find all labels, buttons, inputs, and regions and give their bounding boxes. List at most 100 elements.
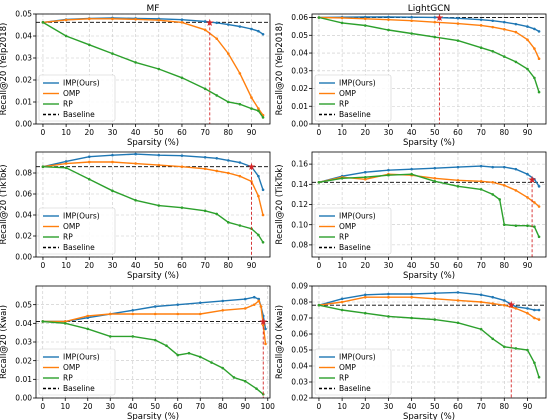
series-point [180, 21, 184, 24]
legend-entry: IMP(Ours) [63, 212, 100, 221]
series-point [203, 87, 207, 91]
series-point [203, 167, 207, 171]
legend-entry: RP [63, 100, 73, 109]
chart-title: MF [147, 4, 160, 14]
series-point [340, 308, 344, 312]
x-tick-label: 20 [83, 402, 93, 411]
series-point [238, 224, 242, 227]
series-point [537, 235, 541, 239]
series-point [203, 209, 207, 213]
series-point [261, 213, 265, 217]
x-axis-label: Sparsity (%) [403, 412, 455, 420]
series-point [526, 196, 529, 199]
y-tick-label: 0.10 [291, 220, 308, 229]
series-point [243, 297, 247, 301]
chart-panel-2: ★ 0 10 20 30 40 50 60 70 80 90 0.00 0.01 0.02 0.03 0.04… [275, 4, 547, 148]
x-tick-label: 30 [105, 402, 115, 411]
series-point [537, 318, 541, 321]
series-point [410, 292, 413, 296]
series-point [533, 47, 536, 50]
series-point [502, 299, 506, 302]
series-point [261, 32, 265, 36]
y-tick-label: 0.02 [291, 394, 308, 403]
x-tick-label: 60 [453, 261, 463, 270]
series-point [257, 233, 260, 237]
series-point [491, 193, 495, 196]
series-point [41, 165, 45, 168]
series-point [108, 335, 112, 338]
series-line-rp [318, 16, 540, 93]
series-point [363, 295, 367, 299]
series-point [157, 153, 161, 157]
series-point [340, 297, 344, 301]
series-point [410, 32, 413, 35]
x-tick-label: 20 [361, 261, 371, 270]
series-point [215, 169, 219, 173]
series-line-rp [318, 304, 540, 378]
series-point [433, 176, 437, 180]
series-point [433, 291, 437, 295]
y-tick-label: 0.04 [291, 49, 308, 58]
series-point [203, 155, 207, 159]
series-point [64, 166, 68, 170]
series-point [502, 345, 506, 349]
series-point [514, 30, 518, 34]
series-point [502, 184, 506, 187]
series-point [387, 173, 390, 177]
series-point [433, 318, 437, 321]
axes-frame [311, 285, 547, 399]
chart-panel-1: ★ 0 10 20 30 40 50 60 70 80 90 0.00 0.01 0.02 0.03 0.04… [0, 4, 271, 148]
legend-box [38, 348, 116, 396]
legend-entry: IMP(Ours) [63, 353, 100, 362]
series-point [157, 163, 161, 167]
series-point [134, 61, 137, 64]
series-point [238, 25, 242, 28]
series-point [526, 348, 529, 352]
series-point [410, 19, 413, 23]
series-point [261, 116, 265, 119]
series-point [433, 179, 437, 183]
y-tick-label: 0.07 [291, 314, 308, 323]
y-tick-label: 0.05 [15, 300, 32, 309]
axes-frame [35, 151, 271, 258]
x-axis-label: Sparsity (%) [403, 271, 455, 281]
series-point [410, 167, 413, 171]
series-point [526, 25, 529, 28]
x-tick-label: 20 [361, 128, 371, 137]
series-point [261, 188, 265, 192]
series-point [363, 17, 367, 21]
series-point [479, 188, 483, 191]
series-point [180, 206, 184, 209]
legend-entry: IMP(Ours) [339, 212, 376, 221]
y-tick-label: 0.05 [15, 10, 32, 19]
series-point [491, 337, 495, 341]
series-point [491, 295, 495, 299]
series-point [257, 29, 260, 33]
series-point [257, 174, 260, 178]
series-point [340, 176, 344, 180]
x-tick-label: 10 [60, 402, 70, 411]
x-tick-label: 10 [61, 261, 71, 270]
x-tick-label: 50 [150, 402, 160, 411]
x-tick-label: 50 [430, 402, 440, 411]
y-axis-label: Recall@20 (Yelp2018) [275, 23, 285, 116]
series-point [86, 314, 90, 318]
series-point [264, 342, 267, 346]
series-point [479, 300, 483, 304]
series-point [210, 361, 213, 364]
series-point [257, 299, 261, 303]
legend-entry: Baseline [63, 384, 95, 393]
x-tick-label: 50 [154, 261, 164, 270]
series-point [433, 20, 437, 24]
series-point [514, 60, 518, 64]
series-point [64, 18, 68, 22]
series-point [108, 312, 112, 316]
x-tick-label: 20 [85, 128, 95, 137]
y-tick-label: 0.06 [291, 330, 308, 339]
x-tick-label: 40 [407, 261, 417, 270]
series-point [387, 315, 390, 318]
series-point [87, 178, 91, 181]
